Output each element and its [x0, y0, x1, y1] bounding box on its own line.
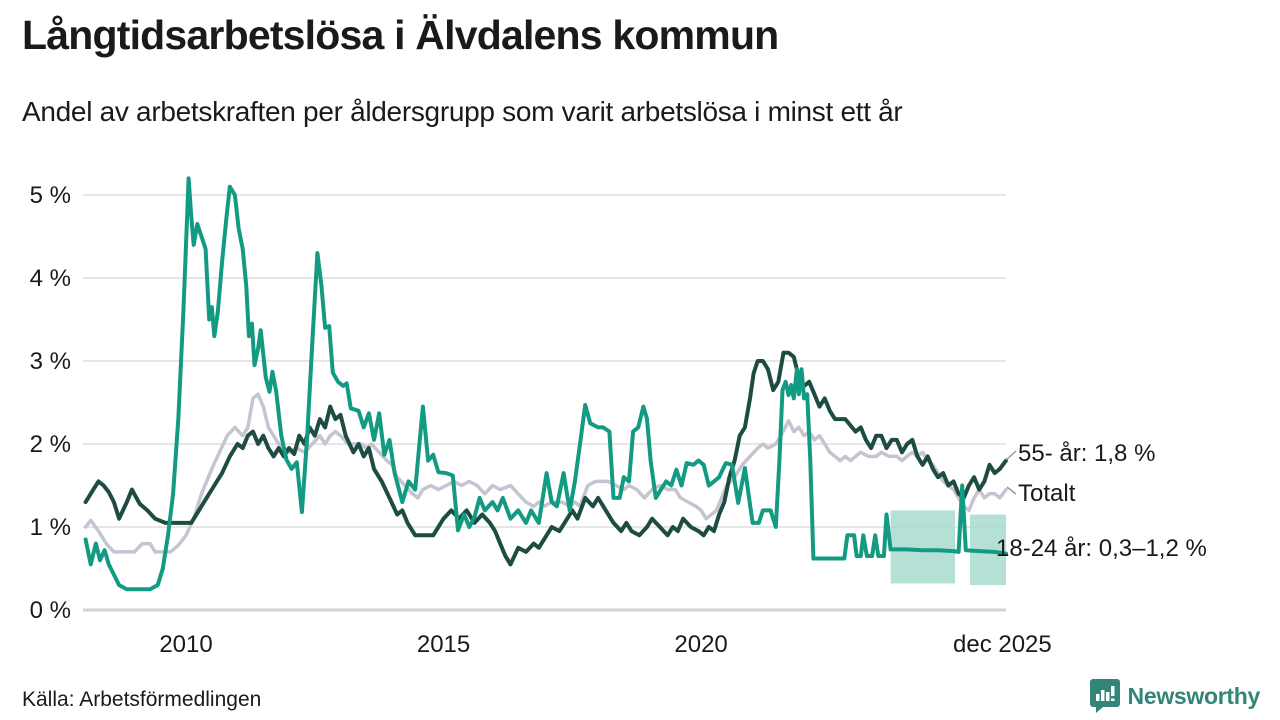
newsworthy-speech-bubble-barchart-icon	[1089, 679, 1120, 713]
series-line-18-24år	[83, 176, 1008, 592]
y-tick-label-0: 0 %	[30, 597, 71, 624]
newsworthy-wordmark: Newsworthy	[1127, 682, 1261, 709]
y-tick-label-5: 5 %	[30, 182, 71, 209]
x-tick-label-2015: 2015	[417, 631, 470, 658]
annotation-totalt: Totalt	[1018, 480, 1076, 507]
annotation-connector-totalt	[1006, 486, 1017, 495]
y-tick-label-3: 3 %	[30, 348, 71, 375]
x-tick-label-dec 2025: dec 2025	[953, 631, 1052, 658]
source-note: Källa: Arbetsförmedlingen	[22, 688, 262, 711]
page-title: Långtidsarbetslösa i Älvdalens kommun	[22, 12, 779, 58]
annotation-connector-55-plus	[1005, 450, 1017, 461]
annotation-55-plus: 55- år: 1,8 %	[1018, 440, 1156, 467]
annotation-18-24: 18-24 år: 0,3–1,2 %	[996, 535, 1207, 562]
series-line-Totalt	[83, 392, 1008, 554]
y-tick-label-2: 2 %	[30, 431, 71, 458]
x-tick-label-2010: 2010	[159, 631, 212, 658]
x-tick-label-2020: 2020	[674, 631, 727, 658]
page-subtitle: Andel av arbetskraften per åldersgrupp s…	[22, 96, 903, 127]
newsworthy-logo: Newsworthy	[1089, 678, 1260, 714]
y-tick-label-4: 4 %	[30, 265, 71, 292]
y-tick-label-1: 1 %	[30, 514, 71, 541]
series-line-55-år	[83, 350, 1008, 567]
confidence-band-0	[890, 510, 956, 584]
